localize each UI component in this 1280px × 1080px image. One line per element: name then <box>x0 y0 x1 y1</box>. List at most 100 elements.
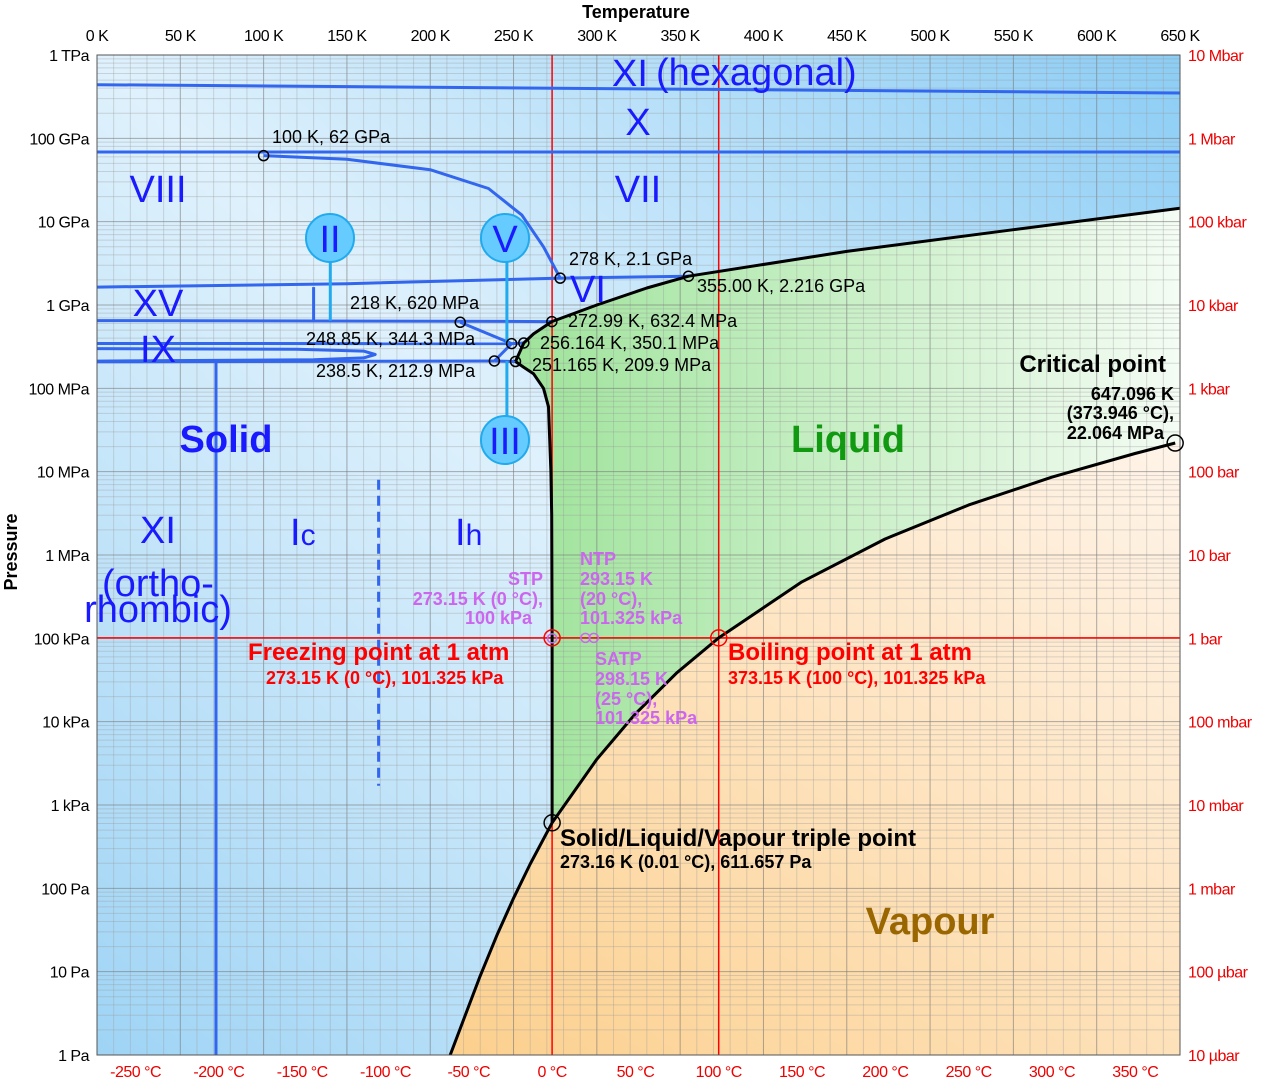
vapour-region-label: Vapour <box>866 901 995 943</box>
bottom-tick-label: -200 °C <box>193 1064 244 1080</box>
point-markers <box>257 149 1184 832</box>
stp-line-2: 100 kPa <box>465 608 533 628</box>
boundary-v-iii <box>493 342 513 363</box>
satp-title: SATP <box>595 649 642 669</box>
phase-point-marker <box>488 355 501 367</box>
bottom-tick-label: 200 °C <box>862 1064 908 1080</box>
left-tick-label: 10 MPa <box>37 465 90 482</box>
phase-point-marker <box>682 270 695 282</box>
bottom-tick-label: -50 °C <box>448 1064 491 1080</box>
boundary-iii-top <box>494 359 516 363</box>
triple-title: Solid/Liquid/Vapour triple point <box>560 825 916 852</box>
right-tick-label: 100 µbar <box>1188 965 1249 982</box>
phase-point-marker <box>454 316 466 329</box>
bottom-tick-label: 0 °C <box>537 1064 566 1080</box>
ntp-line-2: (20 °C), <box>580 589 642 609</box>
phase-vi-label: VI <box>570 269 606 311</box>
triple-point-annotation: Solid/Liquid/Vapour triple point 273.16 … <box>560 825 916 872</box>
phase-v-label: V <box>492 219 518 261</box>
bottom-tick-label: 150 °C <box>779 1064 825 1080</box>
phase-iii-badge <box>480 415 530 465</box>
left-tick-label: 1 TPa <box>49 48 90 65</box>
left-tick-label: 100 GPa <box>29 131 89 148</box>
bottom-tick-label: 350 °C <box>1112 1064 1158 1080</box>
bottom-tick-label: 250 °C <box>946 1064 992 1080</box>
top-tick-label: 600 K <box>1077 28 1117 45</box>
boundary-xv-line <box>97 319 552 324</box>
grid <box>97 55 1180 1055</box>
boundary-xi-x <box>97 83 1180 95</box>
plot-frame <box>96 54 1181 1056</box>
annotation-238k: 238.5 K, 212.9 MPa <box>316 361 476 381</box>
ntp-line-1: 293.15 K <box>580 569 653 589</box>
phase-point-marker <box>509 355 522 368</box>
top-tick-label: 450 K <box>827 28 867 45</box>
orthorhombic-label-2: rhombic) <box>84 589 232 631</box>
freezing-title: Freezing point at 1 atm <box>248 639 509 666</box>
boundary-ix-bottom <box>97 359 495 364</box>
top-tick-label: 100 K <box>244 28 284 45</box>
right-tick-label: 10 bar <box>1188 548 1232 565</box>
annotation-218k: 218 K, 620 MPa <box>350 293 480 313</box>
top-tick-label: 350 K <box>660 28 700 45</box>
bottom-tick-label: 50 °C <box>617 1064 655 1080</box>
satp-line-1: 298.15 K <box>595 669 668 689</box>
phase-ii-badge <box>305 213 355 263</box>
top-tick-label: 250 K <box>494 28 534 45</box>
top-tick-label: 150 K <box>327 28 367 45</box>
phase-v-badge <box>480 213 530 263</box>
bottom-tick-label: 300 °C <box>1029 1064 1075 1080</box>
right-tick-label: 1 bar <box>1188 631 1223 648</box>
curve-melting-high <box>514 206 1180 363</box>
top-tick-label: 550 K <box>994 28 1034 45</box>
right-tick-label: 10 µbar <box>1188 1048 1240 1065</box>
stp-title: STP <box>508 569 543 589</box>
top-axis-title: Temperature <box>582 2 690 22</box>
left-tick-label: 10 Pa <box>50 965 90 982</box>
triple-point-marker <box>543 814 561 832</box>
triple-line-1: 273.16 K (0.01 °C), 611.657 Pa <box>560 852 812 872</box>
left-tick-label: 1 kPa <box>51 798 90 815</box>
right-tick-label: 1 mbar <box>1188 881 1236 898</box>
critical-point-marker <box>1166 434 1184 452</box>
freezing-point-annotation: Freezing point at 1 atm 273.15 K (0 °C),… <box>248 639 509 688</box>
liquid-region-label: Liquid <box>791 419 905 461</box>
curve-sublimation <box>448 822 554 1055</box>
annotation-256k: 256.164 K, 350.1 MPa <box>540 333 720 353</box>
top-tick-label: 400 K <box>744 28 784 45</box>
solid-region-label: Solid <box>180 419 273 461</box>
top-tick-label: 50 K <box>165 28 197 45</box>
right-tick-label: 100 kbar <box>1188 215 1247 232</box>
phase-ix-label: IX <box>140 329 176 371</box>
boiling-point-annotation: Boiling point at 1 atm 373.15 K (100 °C)… <box>728 639 986 688</box>
ntp-annotation: NTP 293.15 K (20 °C), 101.325 kPa <box>580 549 683 628</box>
phase-viii-label: VIII <box>129 169 186 211</box>
phase-boundaries <box>97 55 1180 1055</box>
phase-vii-label: VII <box>615 169 661 211</box>
orthorhombic-label-1: (ortho- <box>102 563 214 605</box>
annotation-355k: 355.00 K, 2.216 GPa <box>697 276 866 296</box>
critical-line-2: (373.946 °C), <box>1067 403 1174 423</box>
stp-annotation: STP 273.15 K (0 °C), 100 kPa <box>413 569 543 628</box>
axis-ticks: 0 K 50 K 100 K 150 K 200 K 250 K 300 K 350 K 400… <box>28 28 1253 1080</box>
phase-xi-orth-label: XI <box>140 510 176 552</box>
left-axis-title: Pressure <box>1 513 21 590</box>
phase-iii-label: III <box>489 421 521 463</box>
critical-line-1: 647.096 K <box>1091 384 1174 404</box>
phase-point-marker <box>554 272 566 284</box>
bottom-tick-label: 100 °C <box>696 1064 742 1080</box>
right-tick-label: 10 Mbar <box>1188 48 1244 65</box>
curve-vapour-pressure <box>550 441 1176 824</box>
right-tick-label: 100 bar <box>1188 465 1240 482</box>
bottom-tick-label: -100 °C <box>360 1064 411 1080</box>
ntp-line-3: 101.325 kPa <box>580 608 683 628</box>
right-tick-label: 1 Mbar <box>1188 131 1236 148</box>
hexagonal-label: (hexagonal) <box>656 52 857 94</box>
phase-point-marker <box>257 149 270 162</box>
curve-melting-ih <box>514 360 554 823</box>
critical-line-3: 22.064 MPa <box>1067 423 1165 443</box>
phase-x-label: X <box>625 102 650 144</box>
left-tick-label: 10 GPa <box>38 215 90 232</box>
phase-xi-hex-label: XI <box>612 53 648 95</box>
left-tick-label: 1 GPa <box>46 298 89 315</box>
